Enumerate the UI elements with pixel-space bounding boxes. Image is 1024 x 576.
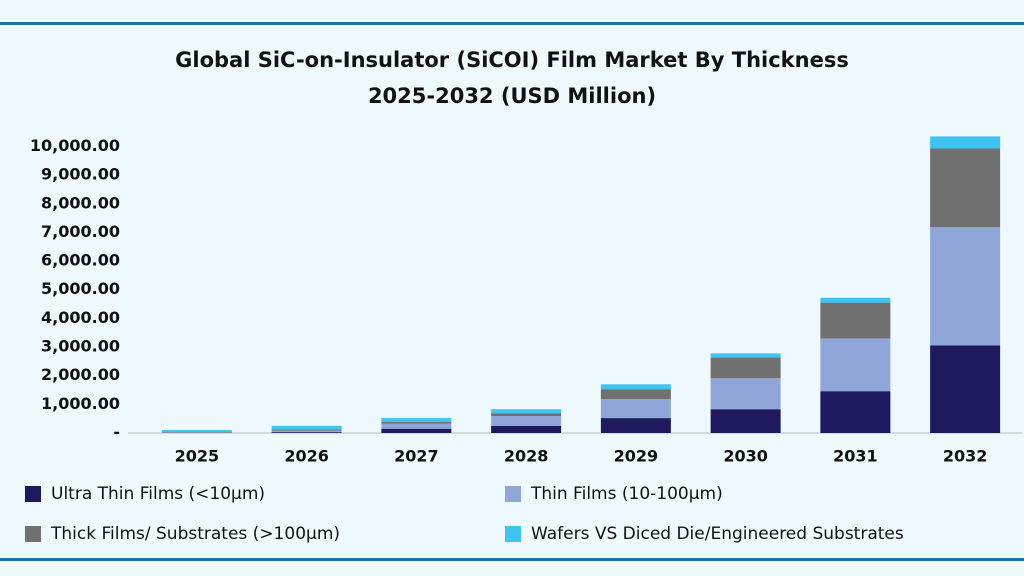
legend-swatch [505,526,521,542]
y-tick-label: 7,000.00 [41,222,120,241]
bar-segment [381,423,452,429]
x-tick-label: 2028 [504,447,549,466]
bar-segment [381,418,452,422]
y-tick-label: 2,000.00 [41,365,120,384]
bar-segment [491,409,562,414]
chart-title: Global SiC-on-Insulator (SiCOI) Film Mar… [175,48,849,72]
bar-segment [491,413,562,417]
bar-segment [271,432,342,433]
legend-label: Thin Films (10-100µm) [530,484,723,504]
x-tick-label: 2030 [723,447,768,466]
bar-segment [820,297,891,303]
bar-segment [930,226,1001,346]
y-tick-label: 1,000.00 [41,394,120,413]
legend-label: Ultra Thin Films (<10µm) [51,484,265,504]
y-tick-label: - [113,423,120,442]
legend-swatch [25,486,41,502]
bar-segment [930,136,1001,149]
bar-segment [381,428,452,433]
x-tick-label: 2027 [394,447,439,466]
bar-segment [710,357,781,379]
bar-segment [820,391,891,433]
bar-segment [600,418,671,433]
chart-subtitle: 2025-2032 (USD Million) [368,84,656,108]
y-tick-label: 10,000.00 [30,136,120,155]
x-tick-label: 2026 [284,447,329,466]
y-tick-label: 3,000.00 [41,337,120,356]
bar-segment [820,302,891,339]
bar-segment [271,430,342,433]
y-tick-label: 6,000.00 [41,251,120,270]
legend-label: Wafers VS Diced Die/Engineered Substrate… [531,524,904,544]
bottom-border [0,558,1024,561]
bar-segment [710,378,781,410]
bar-segment [930,148,1001,227]
legend-swatch [505,486,521,502]
bar-segment [271,425,342,430]
legend-label: Thick Films/ Substrates (>100µm) [50,524,340,544]
y-tick-label: 4,000.00 [41,308,120,327]
bar-segment [271,429,342,431]
bar-segment [381,421,452,424]
y-tick-label: 5,000.00 [41,279,120,298]
bar-segment [161,429,232,432]
y-tick-label: 9,000.00 [41,165,120,184]
bar-segment [600,384,671,390]
bar-segment [491,416,562,426]
bar-segment [820,338,891,392]
y-tick-label: 8,000.00 [41,193,120,212]
bar-segment [600,389,671,400]
bar-segment [710,409,781,433]
bar-segment [930,345,1001,433]
x-tick-label: 2032 [943,447,988,466]
top-border [0,22,1024,25]
bar-segment [161,432,232,433]
bar-segment [491,425,562,433]
bar-segment [600,399,671,419]
bar-segment [710,353,781,358]
legend-swatch [25,526,41,542]
x-tick-label: 2029 [614,447,659,466]
x-tick-label: 2031 [833,447,878,466]
x-tick-label: 2025 [175,447,220,466]
